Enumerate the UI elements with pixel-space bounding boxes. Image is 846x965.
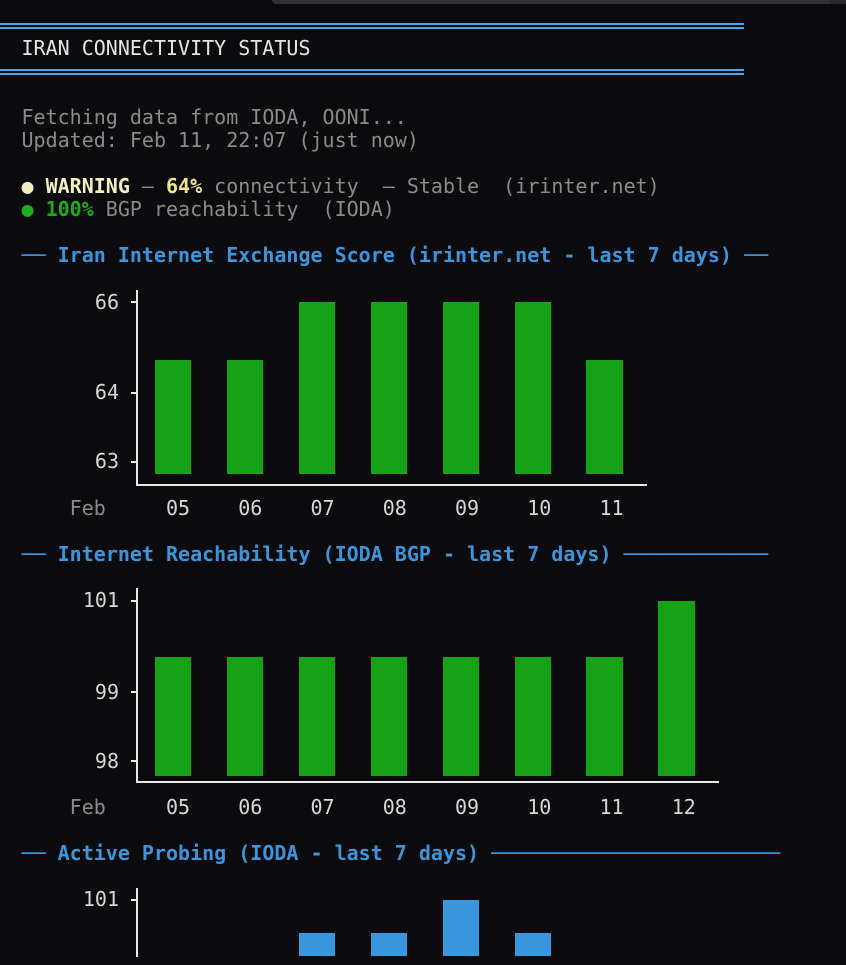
- chart-1-bar-3: [370, 302, 408, 475]
- bgp-line-segment-1: 100%: [45, 196, 94, 221]
- chart-3-rule-prefix: ──: [21, 840, 58, 865]
- bgp-line-segment-0: ●: [21, 196, 46, 221]
- chart-2-bar-0: [155, 657, 192, 777]
- chart-1-bar-2: [298, 302, 336, 475]
- chart-3-y-axis: [136, 887, 138, 957]
- chart-2-bar-3: [370, 657, 408, 777]
- chart-2-x-tick-label-1: 06: [238, 794, 263, 819]
- chart-2-x-tick-label-5: 10: [527, 794, 552, 819]
- chart-1-x-tick-label-1: 06: [238, 495, 263, 520]
- chart-1-bar-5: [514, 302, 551, 475]
- title-rule-top-line2: [0, 27, 744, 30]
- chart-2-bar-6: [586, 657, 623, 777]
- page-title: IRAN CONNECTIVITY STATUS: [21, 35, 311, 60]
- chart-3-y-tick-label-0: 101: [82, 887, 119, 912]
- chart-2-y-tick-2: [130, 760, 136, 763]
- chart-2-section-header: ── Internet Reachability (IODA BGP - las…: [21, 541, 769, 566]
- title-rule-top-line1: [0, 22, 744, 25]
- window-titlebar-fragment-separator: [829, 0, 846, 5]
- chart-1-y-tick-1: [130, 391, 136, 394]
- chart-3-section-header: ── Active Probing (IODA - last 7 days) ─…: [21, 840, 781, 865]
- chart-3-rule-suffix: ────────────────────────: [479, 840, 781, 865]
- chart-2-bar-2: [298, 657, 336, 777]
- chart-1-y-tick-label-1: 64: [94, 380, 119, 405]
- chart-3-bar-1: [370, 933, 408, 957]
- chart-1-y-tick-label-0: 66: [94, 289, 119, 314]
- chart-2-x-tick-label-6: 11: [599, 794, 624, 819]
- warning-line-segment-1: WARNING: [45, 173, 130, 198]
- chart-2-x-tick-label-4: 09: [454, 794, 480, 819]
- chart-1-rule-prefix: ──: [21, 242, 58, 267]
- chart-2-y-tick-label-2: 98: [94, 748, 119, 773]
- chart-2-x-tick-label-2: 07: [310, 794, 335, 819]
- warning-line: ● WARNING — 64% connectivity — Stable (i…: [21, 173, 660, 198]
- chart-2-y-tick-0: [130, 599, 136, 602]
- chart-2-x-tick-label-3: 08: [382, 794, 407, 819]
- chart-2-rule-prefix: ──: [21, 541, 58, 566]
- chart-2-bar-5: [514, 657, 551, 777]
- chart-2-x-tick-label-7: 12: [671, 794, 696, 819]
- warning-line-segment-0: ●: [21, 173, 46, 198]
- chart-2-y-tick-label-1: 99: [94, 679, 119, 704]
- chart-3-section-title: Active Probing (IODA - last 7 days): [57, 840, 480, 865]
- chart-1-x-tick-label-5: 10: [527, 495, 552, 520]
- chart-2-bar-4: [442, 657, 479, 777]
- chart-2-rule-suffix: ────────────: [611, 541, 769, 566]
- chart-2-bar-1: [226, 657, 264, 777]
- chart-1-x-axis: [135, 484, 647, 487]
- chart-1-y-tick-0: [130, 301, 136, 303]
- chart-1-y-tick-2: [130, 460, 136, 463]
- chart-3-bar-3: [514, 933, 551, 957]
- chart-2-y-tick-1: [130, 691, 136, 694]
- chart-2-bar-7: [658, 600, 695, 777]
- chart-1-x-tick-label-0: 05: [165, 495, 191, 520]
- chart-1-y-tick-label-2: 63: [94, 449, 119, 474]
- chart-2-x-tick-label-0: 05: [165, 794, 191, 819]
- warning-line-segment-4: connectivity — Stable (irinter.net): [202, 173, 660, 198]
- chart-1-section-header: ── Iran Internet Exchange Score (irinter…: [21, 242, 769, 267]
- warning-line-segment-3: 64%: [166, 173, 203, 198]
- chart-1-section-title: Iran Internet Exchange Score (irinter.ne…: [57, 242, 732, 267]
- title-rule-bottom-line1: [0, 69, 744, 72]
- chart-1-bar-6: [586, 359, 623, 475]
- updated-line: Updated: Feb 11, 22:07 (just now): [21, 127, 419, 152]
- chart-1-x-tick-label-4: 09: [454, 495, 480, 520]
- chart-2-x-axis: [135, 781, 719, 784]
- title-rule-bottom-line2: [0, 72, 744, 75]
- bgp-line: ● 100% BGP reachability (IODA): [21, 196, 395, 221]
- chart-1-rule-suffix: ──: [731, 242, 769, 267]
- chart-2-y-tick-label-0: 101: [82, 588, 119, 613]
- chart-2-section-title: Internet Reachability (IODA BGP - last 7…: [57, 541, 612, 566]
- chart-2-y-axis: [136, 588, 138, 784]
- chart-3-bar-0: [298, 933, 336, 957]
- bgp-line-segment-2: BGP reachability (IODA): [93, 196, 395, 221]
- chart-1-x-tick-label-6: 11: [599, 495, 624, 520]
- fetching-line-segment-0: Fetching data from IODA, OONI...: [21, 104, 407, 129]
- chart-1-bar-1: [226, 359, 264, 475]
- chart-1-bar-0: [155, 359, 192, 475]
- chart-3-bar-2: [442, 899, 479, 957]
- chart-1-x-axis-month-label: Feb: [69, 495, 106, 520]
- window-titlebar-fragment: [272, 0, 846, 5]
- chart-1-bar-4: [442, 302, 479, 475]
- updated-line-segment-0: Updated: Feb 11, 22:07 (just now): [21, 127, 419, 152]
- chart-3-y-tick-0: [130, 898, 136, 901]
- chart-1-x-tick-label-2: 07: [310, 495, 335, 520]
- chart-1-x-tick-label-3: 08: [382, 495, 407, 520]
- chart-2-x-axis-month-label: Feb: [69, 794, 106, 819]
- warning-line-segment-2: —: [129, 173, 167, 198]
- chart-1-y-axis: [136, 289, 138, 487]
- fetching-line: Fetching data from IODA, OONI...: [21, 104, 407, 129]
